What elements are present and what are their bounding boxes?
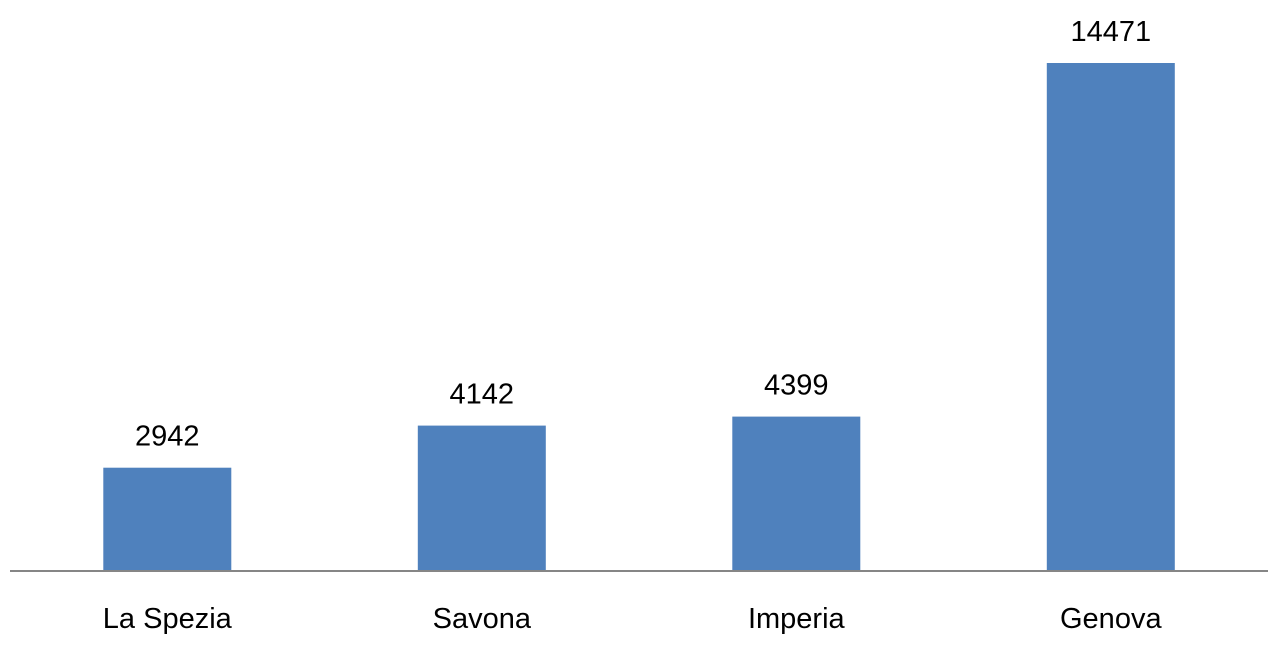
bar-imperia [732, 416, 861, 571]
category-label-genova: Genova [1060, 603, 1162, 635]
value-label-savona: 4142 [450, 379, 515, 411]
category-labels-group: La Spezia Savona Imperia Genova [103, 603, 1163, 635]
value-label-genova: 14471 [1070, 16, 1151, 48]
value-label-la-spezia: 2942 [135, 421, 200, 453]
bar-savona [417, 425, 546, 571]
bar-genova [1046, 63, 1175, 571]
value-labels-group: 2942 4142 4399 14471 [135, 16, 1151, 453]
bar-la-spezia [103, 467, 232, 571]
category-label-imperia: Imperia [748, 603, 846, 635]
bars-group [103, 63, 1175, 571]
category-label-savona: Savona [433, 603, 532, 635]
value-label-imperia: 4399 [764, 370, 829, 402]
category-label-la-spezia: La Spezia [103, 603, 233, 635]
